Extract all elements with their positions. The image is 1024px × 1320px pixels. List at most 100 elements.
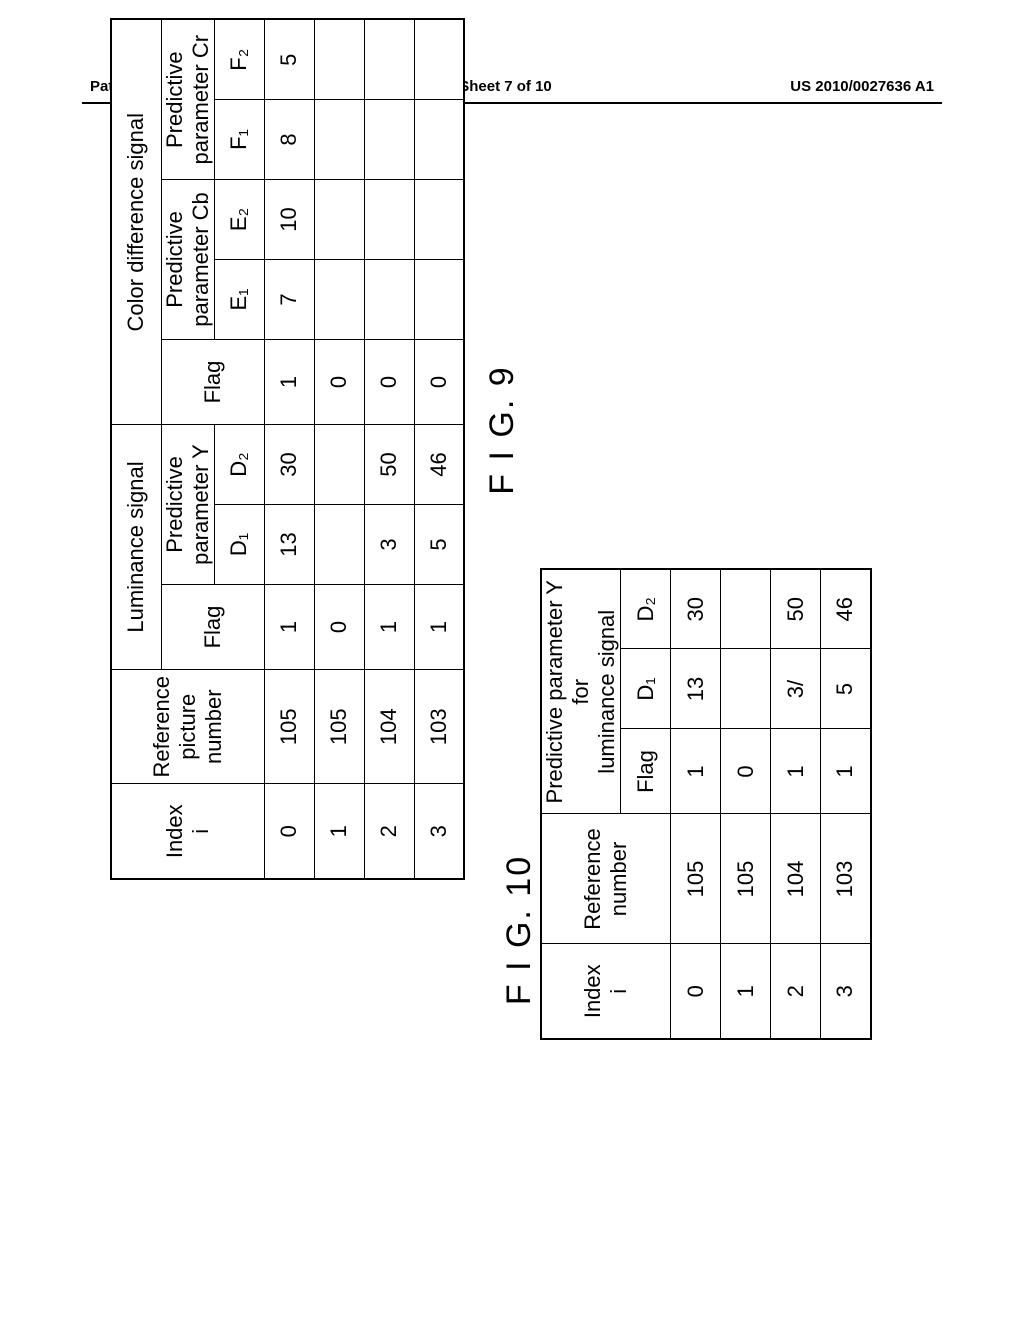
- cell: [314, 99, 364, 179]
- cell: 0: [314, 584, 364, 669]
- col-pred-y-label: Predictive parameter Y for luminance sig…: [542, 580, 619, 803]
- figure-9: Index i Reference picture number Luminan…: [110, 0, 522, 880]
- col-flag-c: Flag: [161, 339, 264, 424]
- group-luminance: Luminance signal: [111, 424, 161, 669]
- cell: 105: [671, 814, 721, 944]
- cell: 1: [264, 339, 314, 424]
- cell: 1: [771, 729, 821, 814]
- cell: 10: [264, 179, 314, 259]
- fig10-body: 0 105 1 13 30 1 105 0 2 104 1 3/ 50: [671, 569, 871, 1039]
- cell: [314, 424, 364, 504]
- sub-e2: E₂: [214, 179, 264, 259]
- col-flag-y: Flag: [161, 584, 264, 669]
- cell: 104: [771, 814, 821, 944]
- col-index: Index i: [541, 944, 671, 1039]
- cell: [721, 569, 771, 649]
- cell: [414, 259, 464, 339]
- table-row: 3 103 1 5 46: [821, 569, 871, 1039]
- fig9-body: 0 105 1 13 30 1 7 10 8 5 1 105 0 0: [264, 19, 464, 879]
- table-row: 1 105 0: [721, 569, 771, 1039]
- cell: [364, 179, 414, 259]
- cell: 30: [264, 424, 314, 504]
- cell: 3: [821, 944, 871, 1039]
- cell: [414, 99, 464, 179]
- cell: [414, 179, 464, 259]
- cell: 13: [671, 649, 721, 729]
- cell: 105: [721, 814, 771, 944]
- col-index: Index i: [111, 784, 264, 879]
- cell: 13: [264, 504, 314, 584]
- col-pred-cb: Predictive parameter Cb: [161, 179, 214, 339]
- col-ref-label: Reference number: [580, 828, 631, 930]
- cell: 50: [364, 424, 414, 504]
- cell: 1: [671, 729, 721, 814]
- cell: 104: [364, 669, 414, 784]
- col-pred-cr-label: Predictive parameter Cr: [162, 35, 213, 165]
- sub-f1: F₁: [214, 99, 264, 179]
- cell: 1: [721, 944, 771, 1039]
- header-right: US 2010/0027636 A1: [790, 78, 934, 95]
- cell: 50: [771, 569, 821, 649]
- table-row: 3 103 1 5 46 0: [414, 19, 464, 879]
- col-index-label: Index i: [580, 964, 631, 1018]
- cell: 7: [264, 259, 314, 339]
- cell: 3: [414, 784, 464, 879]
- cell: 0: [364, 339, 414, 424]
- cell: [364, 99, 414, 179]
- col-pred-y-label: Predictive parameter Y: [162, 444, 213, 565]
- cell: 0: [264, 784, 314, 879]
- cell: 1: [821, 729, 871, 814]
- cell: [314, 259, 364, 339]
- cell: [314, 504, 364, 584]
- cell: 1: [264, 584, 314, 669]
- cell: 46: [821, 569, 871, 649]
- table-row: 0 105 1 13 30 1 7 10 8 5: [264, 19, 314, 879]
- col-pred-y: Predictive parameter Y for luminance sig…: [541, 569, 621, 814]
- group-color-difference: Color difference signal: [111, 19, 161, 424]
- fig9-caption: F I G. 9: [483, 0, 522, 880]
- col-pred-y: Predictive parameter Y: [161, 424, 214, 584]
- cell: 0: [314, 339, 364, 424]
- cell: 1: [414, 584, 464, 669]
- cell: 103: [414, 669, 464, 784]
- cell: 103: [821, 814, 871, 944]
- cell: 5: [414, 504, 464, 584]
- cell: 46: [414, 424, 464, 504]
- cell: 1: [314, 784, 364, 879]
- col-ref: Reference picture number: [111, 669, 264, 784]
- cell: 0: [414, 339, 464, 424]
- cell: 8: [264, 99, 314, 179]
- cell: 30: [671, 569, 721, 649]
- col-index-label: Index i: [162, 804, 213, 858]
- table-row: 2 104 1 3 50 0: [364, 19, 414, 879]
- sub-d1: D₁: [621, 649, 671, 729]
- cell: 2: [364, 784, 414, 879]
- col-pred-cr: Predictive parameter Cr: [161, 19, 214, 179]
- cell: [414, 19, 464, 99]
- cell: 105: [264, 669, 314, 784]
- table-row: 2 104 1 3/ 50: [771, 569, 821, 1039]
- sub-d1: D₁: [214, 504, 264, 584]
- sub-e1: E₁: [214, 259, 264, 339]
- fig10-table: Index i Reference number Predictive para…: [540, 568, 872, 1040]
- cell: [364, 259, 414, 339]
- col-pred-cb-label: Predictive parameter Cb: [162, 192, 213, 327]
- cell: 3/: [771, 649, 821, 729]
- cell: 5: [264, 19, 314, 99]
- cell: [721, 649, 771, 729]
- fig9-table: Index i Reference picture number Luminan…: [110, 18, 465, 880]
- table-row: 0 105 1 13 30: [671, 569, 721, 1039]
- col-flag: Flag: [621, 729, 671, 814]
- cell: 1: [364, 584, 414, 669]
- cell: 0: [721, 729, 771, 814]
- fig10-caption: F I G. 10: [500, 780, 539, 1080]
- sub-d2: D₂: [214, 424, 264, 504]
- sub-d2: D₂: [621, 569, 671, 649]
- cell: [314, 179, 364, 259]
- cell: 0: [671, 944, 721, 1039]
- cell: 5: [821, 649, 871, 729]
- figure-10: Index i Reference number Predictive para…: [540, 540, 872, 1040]
- cell: [314, 19, 364, 99]
- col-ref-label: Reference picture number: [149, 676, 226, 778]
- cell: 3: [364, 504, 414, 584]
